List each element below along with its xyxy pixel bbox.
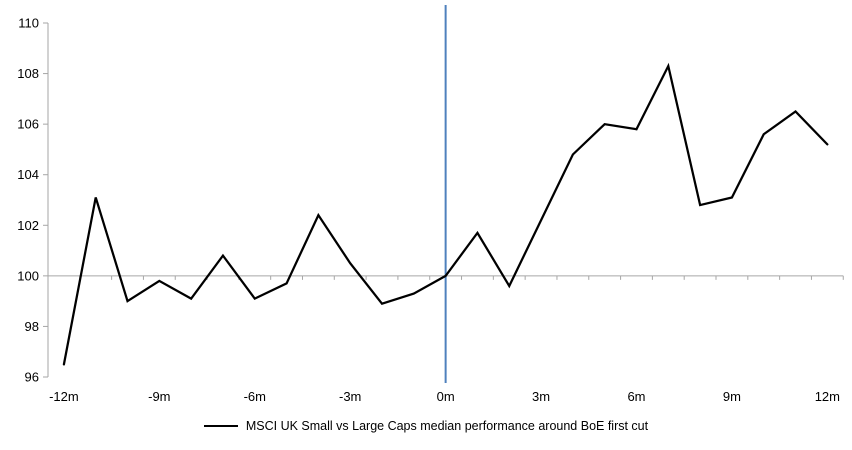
x-axis-tick-label: 0m — [437, 389, 455, 404]
y-axis-tick-label: 98 — [25, 319, 39, 334]
x-axis-tick-label: 6m — [627, 389, 645, 404]
y-axis-tick-label: 110 — [18, 16, 39, 31]
legend-label: MSCI UK Small vs Large Caps median perfo… — [245, 419, 649, 433]
x-axis-tick-label: 12m — [815, 389, 840, 404]
y-axis-tick-label: 96 — [25, 370, 39, 385]
y-axis-tick-label: 100 — [17, 268, 39, 283]
chart-legend: MSCI UK Small vs Large Caps median perfo… — [0, 418, 852, 434]
x-axis-tick-label: -12m — [49, 389, 79, 404]
x-axis-tick-label: -6m — [244, 389, 266, 404]
y-axis-tick-label: 108 — [17, 66, 39, 81]
x-axis-tick-label: 3m — [532, 389, 550, 404]
y-axis-tick-label: 104 — [17, 167, 39, 182]
x-axis-tick-label: -3m — [339, 389, 361, 404]
y-axis-tick-label: 106 — [17, 117, 39, 132]
legend-line-swatch — [203, 425, 238, 427]
x-axis-tick-label: 9m — [723, 389, 741, 404]
series-line — [62, 62, 829, 366]
x-axis-tick-label: -9m — [148, 389, 170, 404]
y-axis-tick-label: 102 — [17, 218, 39, 233]
